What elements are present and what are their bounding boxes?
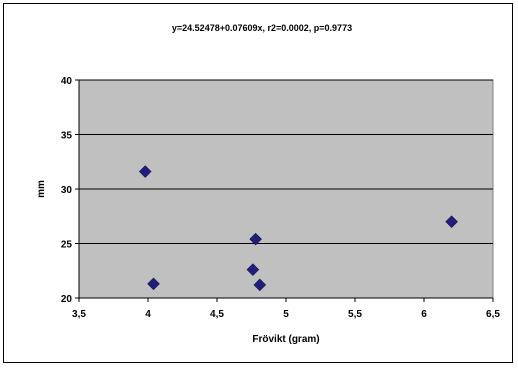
x-tick-label-6: 6,5 — [486, 309, 500, 320]
y-tick-label-4: 40 — [61, 76, 73, 87]
data-point-2 — [246, 263, 260, 277]
y-tick-labels: 20 25 30 35 40 — [61, 76, 79, 305]
data-point-1 — [147, 277, 160, 291]
x-axis-label: Frövikt (gram) — [252, 334, 319, 345]
gridlines — [79, 79, 493, 244]
y-tick-label-3: 35 — [61, 131, 73, 142]
data-point-0 — [138, 165, 152, 178]
x-tick-label-5: 6 — [421, 309, 427, 320]
x-tick-labels: 3,5 4 4,5 5 5,5 6 6,5 — [72, 298, 500, 320]
x-tick-label-0: 3,5 — [72, 309, 86, 320]
data-point-5 — [445, 215, 458, 229]
x-tick-label-2: 4,5 — [210, 309, 224, 320]
data-point-4 — [253, 278, 267, 292]
data-point-3 — [249, 232, 262, 246]
y-tick-label-0: 20 — [61, 294, 73, 305]
y-axis-label: mm — [36, 180, 47, 198]
x-tick-label-3: 5 — [283, 309, 289, 320]
x-tick-label-4: 5,5 — [348, 309, 362, 320]
chart-title: y=24.52478+0.07609x, r2=0.0002, p=0.9773 — [172, 23, 352, 33]
data-points — [138, 165, 458, 292]
y-tick-label-2: 30 — [61, 185, 73, 196]
y-tick-label-1: 25 — [61, 240, 73, 251]
x-tick-label-1: 4 — [145, 309, 151, 320]
